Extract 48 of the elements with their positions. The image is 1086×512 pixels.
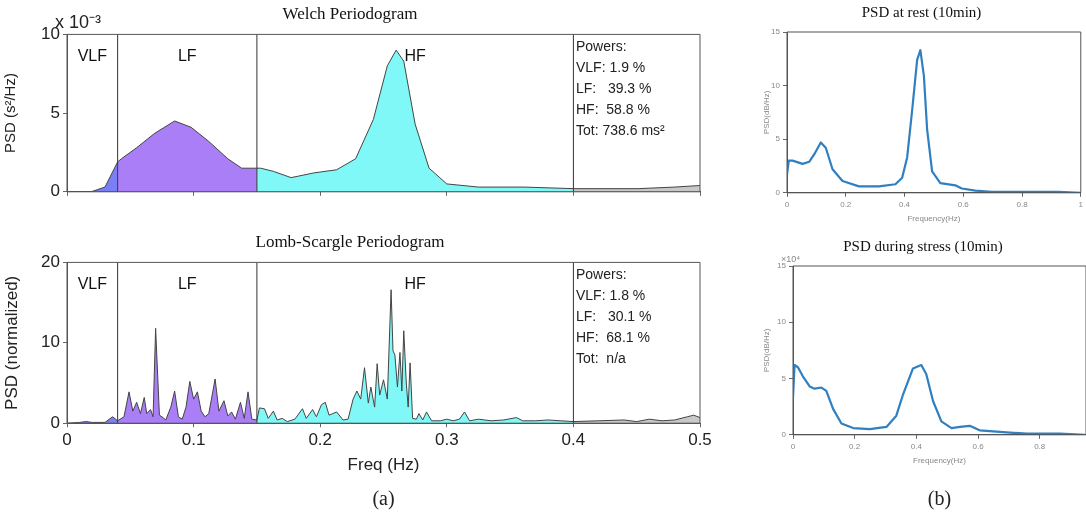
x-tick-label: 0.8 [1016,199,1029,209]
y-axis-title: PSD (s²/Hz) [1,73,19,154]
y-tick-label: 10 [771,80,781,90]
x-tick-label: 0.2 [840,199,852,209]
y-tick-label: 5 [50,102,60,122]
text: (a) [372,487,395,511]
annotation: HF [404,46,427,64]
y-tick-label: 0 [50,412,60,432]
y-tick-label: 10 [777,317,787,327]
annotation: Powers: VLF: 1.8 % LF: 30.1 % HF: 68.1 % Tot: n/a [576,266,652,367]
y-tick-label: 5 [781,373,787,383]
annotation: VLF [77,274,108,292]
x-axis-title: Frequency(Hz) [907,214,961,224]
x-tick-label: 0.5 [688,430,712,450]
y-axis-title: PSD(dB/Hz) [762,328,771,373]
x-axis-title: Freq (Hz) [347,455,420,475]
annotation: Powers: VLF: 1.9 % LF: 39.3 % HF: 58.8 % Tot: 738.6 ms² [576,38,666,139]
x-tick-label: 0.3 [434,430,459,450]
x-tick-label: 0.4 [561,430,586,450]
chart-title: PSD at rest (10min) [861,3,982,21]
y-tick-label: 15 [771,27,781,37]
x-tick-label: 0.2 [849,441,861,451]
text: (b) [927,487,952,511]
text: ×10⁴ [781,253,801,264]
annotation: HF [404,274,427,292]
x-tick-label: 0.8 [1034,441,1046,451]
chart-title: Lomb-Scargle Periodogram [255,231,445,251]
y-axis-title: PSD(dB/Hz) [762,90,771,135]
x-tick-label: 0 [790,441,796,451]
y-tick-label: 0 [775,188,781,197]
x-tick-label: 0.6 [972,441,985,451]
x-tick-label: 0.6 [957,199,970,209]
y-axis-title: PSD (normalized) [1,275,21,410]
x-tick-label: 0.4 [898,199,911,209]
y-tick-label: 20 [41,252,60,272]
annotation: LF [177,274,197,292]
x-tick-label: 1 [1078,199,1084,209]
chart-title: PSD during stress (10min) [843,237,1003,255]
x-tick-label: 0.2 [308,430,333,450]
chart-title: Welch Periodogram [282,3,418,23]
y-tick-label: 10 [41,332,60,352]
x-axis-title: Frequency(Hz) [913,456,967,466]
annotation: LF [177,46,197,64]
x-tick-label: 0.4 [910,441,923,451]
y-tick-label: 5 [775,134,781,144]
x-tick-label: 0.1 [181,430,206,450]
annotation: VLF [77,46,108,64]
y-tick-label: 15 [777,261,787,271]
